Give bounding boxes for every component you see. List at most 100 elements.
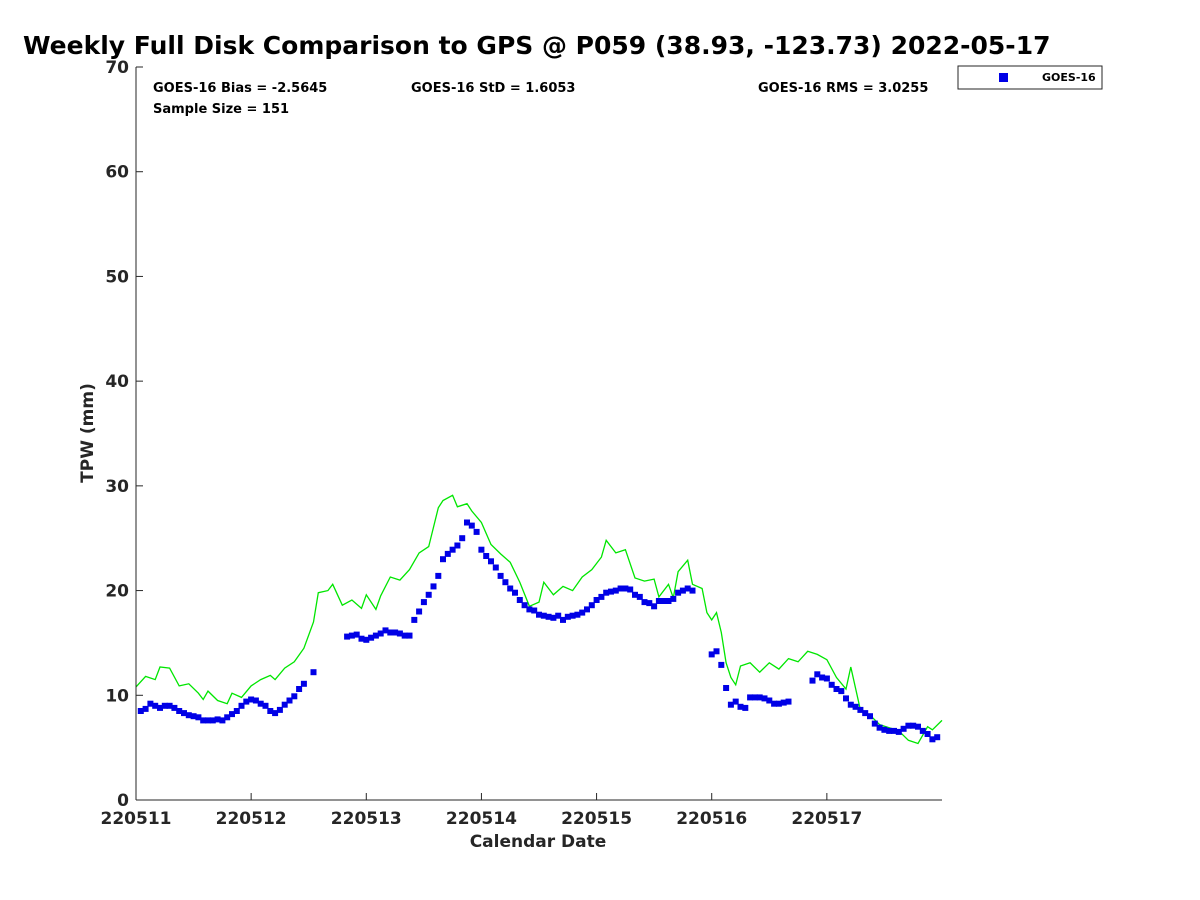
goes16-point — [272, 710, 279, 717]
goes16-point — [502, 579, 509, 586]
goes16-point — [195, 714, 202, 721]
goes16-point — [430, 583, 437, 590]
goes16-point — [617, 585, 624, 592]
goes16-point — [348, 632, 355, 639]
goes16-point — [229, 711, 235, 718]
goes16-point — [766, 697, 773, 704]
goes16-point — [464, 519, 470, 526]
goes16-point — [675, 589, 682, 596]
goes16-point — [742, 704, 749, 711]
goes16-point — [593, 597, 600, 603]
legend-marker-goes16 — [999, 73, 1008, 82]
goes16-point — [526, 606, 533, 613]
goes16-point — [142, 705, 149, 712]
y-axis-ticks: 0 10 20 30 40 50 60 70 — [105, 58, 143, 811]
goes16-point — [867, 713, 873, 720]
goes16-point — [377, 630, 384, 637]
goes16-point — [157, 704, 163, 711]
goes16-point — [425, 591, 432, 598]
goes16-point — [406, 632, 413, 639]
y-axis-label: TPW (mm) — [78, 383, 98, 483]
goes16-point — [291, 693, 298, 700]
goes16-point — [296, 686, 303, 692]
goes16-point — [492, 564, 499, 571]
goes16-point — [262, 702, 269, 709]
x-axis-label: Calendar Date — [470, 832, 607, 852]
goes16-point — [152, 702, 159, 709]
goes16-point — [248, 696, 255, 703]
y-tick-label: 20 — [105, 582, 129, 602]
goes16-point — [756, 694, 763, 701]
goes16-point — [420, 599, 427, 606]
goes16-point — [545, 613, 552, 620]
goes16-point — [219, 717, 226, 724]
goes16-point — [147, 700, 154, 707]
goes16-point — [886, 727, 893, 734]
y-tick-label: 40 — [105, 372, 129, 392]
goes16-point — [444, 550, 451, 557]
goes16-point — [574, 611, 581, 618]
goes16-point — [550, 614, 557, 621]
goes16-point — [862, 710, 869, 717]
goes16-point — [286, 697, 293, 704]
legend: GOES-16 — [957, 65, 1103, 90]
y-tick-label: 50 — [105, 267, 129, 287]
goes16-point — [900, 725, 907, 732]
goes16-point — [679, 587, 686, 594]
goes16-point — [416, 608, 423, 615]
goes16-point — [171, 704, 178, 711]
goes16-point — [396, 630, 403, 637]
goes16-point — [665, 598, 672, 604]
goes16-point — [771, 700, 778, 707]
plot-area — [135, 494, 943, 745]
goes16-point — [137, 708, 144, 714]
goes16-point — [723, 685, 730, 691]
goes16-point — [536, 611, 542, 618]
y-tick-label: 60 — [105, 163, 129, 183]
goes16-point — [646, 600, 653, 607]
goes16-point — [468, 522, 475, 529]
goes16-point — [809, 677, 816, 684]
goes16-point — [372, 632, 379, 639]
goes16-point — [252, 697, 259, 704]
goes16-point — [161, 702, 168, 709]
goes16-point — [747, 694, 754, 701]
goes16-point — [603, 589, 610, 596]
goes16-point — [478, 546, 485, 553]
goes16-point — [934, 734, 941, 741]
goes16-point — [560, 616, 566, 623]
x-tick-label: 220514 — [446, 809, 517, 829]
y-tick-label: 30 — [105, 477, 129, 497]
goes16-point — [564, 613, 571, 620]
goes16-point — [483, 553, 490, 559]
goes16-point — [852, 703, 859, 710]
goes16-point — [512, 589, 518, 596]
goes16-point — [751, 694, 758, 701]
goes16-point — [584, 606, 590, 613]
x-tick-label: 220512 — [216, 809, 287, 829]
x-tick-label: 220516 — [676, 809, 747, 829]
goes16-point — [363, 636, 370, 643]
axes-frame — [135, 67, 942, 801]
goes16-point — [300, 680, 307, 687]
goes16-point — [459, 535, 466, 542]
goes16-point — [185, 712, 192, 719]
goes16-point — [895, 728, 902, 735]
goes16-point — [833, 686, 840, 692]
x-axis-ticks: 220511 220512 220513 220514 220515 220516 2205… — [101, 793, 862, 829]
goes16-point — [243, 698, 250, 705]
chart-title: Weekly Full Disk Comparison to GPS @ P05… — [23, 31, 1050, 60]
x-tick-label: 220511 — [101, 809, 172, 829]
goes16-point — [344, 633, 351, 640]
goes16-point — [627, 586, 634, 593]
goes16-point — [449, 546, 456, 553]
goes16-point — [488, 558, 494, 565]
goes16-point — [205, 717, 211, 724]
goes16-point — [732, 698, 739, 705]
goes16-point — [838, 688, 845, 695]
goes16-point — [636, 593, 643, 600]
goes16-point — [871, 720, 878, 727]
y-tick-label: 70 — [105, 58, 129, 78]
